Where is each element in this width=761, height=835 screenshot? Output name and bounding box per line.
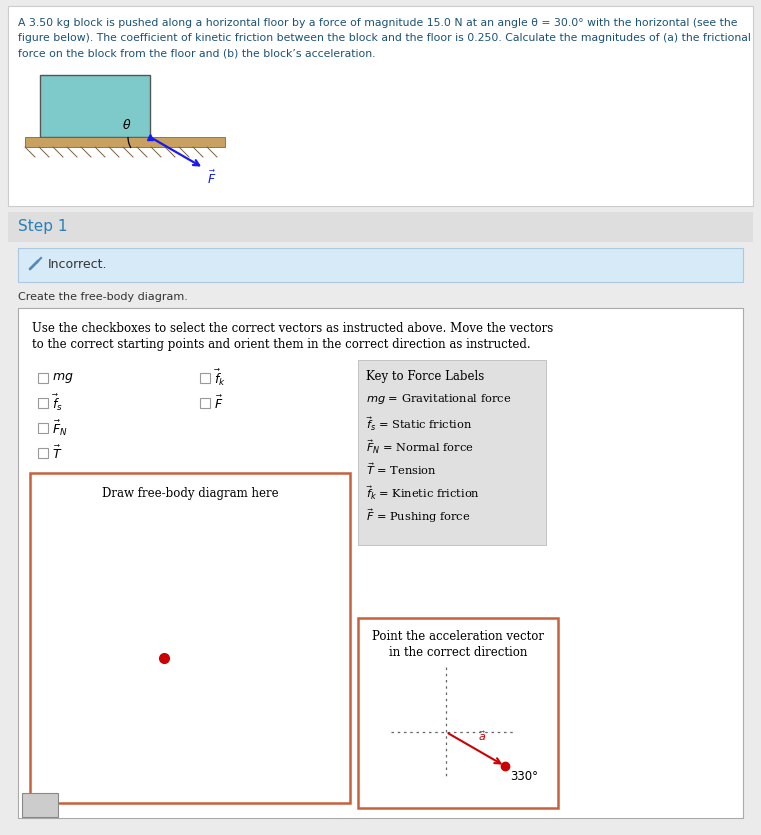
Text: force on the block from the floor and (b) the block’s acceleration.: force on the block from the floor and (b…: [18, 48, 375, 58]
Text: Use the checkboxes to select the correct vectors as instructed above. Move the v: Use the checkboxes to select the correct…: [32, 322, 553, 335]
Text: to the correct starting points and orient them in the correct direction as instr: to the correct starting points and orien…: [32, 338, 530, 351]
Bar: [358, 618, 558, 808]
Text: Incorrect.: Incorrect.: [48, 259, 107, 271]
Text: $\vec{f}_s$: $\vec{f}_s$: [52, 392, 63, 413]
Text: 330°: 330°: [510, 770, 538, 783]
Text: in the correct direction: in the correct direction: [389, 646, 527, 659]
Bar: [8, 6, 753, 206]
Bar: [38, 398, 48, 408]
Text: $\vec{F}$: $\vec{F}$: [214, 394, 223, 412]
Bar: [200, 398, 210, 408]
Text: $\vec{F}_N$: $\vec{F}_N$: [52, 418, 68, 438]
Text: A 3.50 kg block is pushed along a horizontal floor by a force of magnitude 15.0 : A 3.50 kg block is pushed along a horizo…: [18, 18, 737, 28]
Text: $\theta$: $\theta$: [122, 118, 132, 132]
Bar: [18, 308, 743, 818]
Text: figure below). The coefficient of kinetic friction between the block and the flo: figure below). The coefficient of kineti…: [18, 33, 751, 43]
Bar: [22, 793, 58, 817]
Bar: [30, 473, 350, 803]
Bar: [40, 75, 150, 137]
Text: $\vec{T}$: $\vec{T}$: [52, 444, 62, 462]
Text: $mg$: $mg$: [52, 371, 74, 385]
Bar: [38, 423, 48, 433]
Text: Point the acceleration vector: Point the acceleration vector: [372, 630, 544, 643]
Bar: [358, 360, 546, 545]
Text: Key to Force Labels: Key to Force Labels: [366, 370, 484, 383]
Bar: [200, 373, 210, 383]
Text: Create the free-body diagram.: Create the free-body diagram.: [18, 292, 188, 302]
Bar: [25, 137, 225, 147]
Text: $\vec{f}_s$ = Static friction: $\vec{f}_s$ = Static friction: [366, 415, 473, 433]
Text: $\vec{f}_k$: $\vec{f}_k$: [214, 367, 226, 388]
Bar: [8, 212, 753, 242]
Text: $\vec{F}$: $\vec{F}$: [207, 170, 216, 187]
Bar: [38, 448, 48, 458]
Text: $\vec{f}_k$ = Kinetic friction: $\vec{f}_k$ = Kinetic friction: [366, 484, 480, 502]
Text: $\vec{F}$ = Pushing force: $\vec{F}$ = Pushing force: [366, 507, 470, 524]
Text: Draw free-body diagram here: Draw free-body diagram here: [102, 487, 279, 500]
Bar: [38, 373, 48, 383]
Text: Step 1: Step 1: [18, 220, 68, 235]
Text: $\vec{F}_N$ = Normal force: $\vec{F}_N$ = Normal force: [366, 438, 474, 456]
Text: $mg$ = Gravitational force: $mg$ = Gravitational force: [366, 392, 511, 406]
Text: $\vec{T}$ = Tension: $\vec{T}$ = Tension: [366, 461, 437, 477]
Bar: [18, 248, 743, 282]
Text: $\vec{a}$: $\vec{a}$: [479, 730, 487, 743]
